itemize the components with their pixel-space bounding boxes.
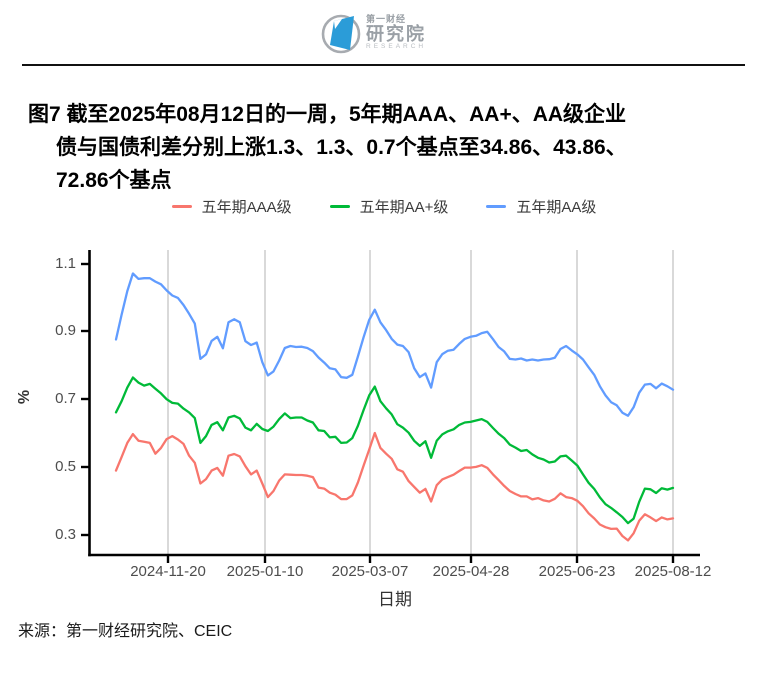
figure-title-line1: 图7 截至2025年08月12日的一周，5年期AAA、AA+、AA级企业 — [28, 103, 627, 126]
x-tick-marks — [166, 555, 675, 563]
y-axis-title: % — [16, 389, 34, 405]
logo-brand-sub: RESEARCH — [366, 42, 427, 50]
x-axis-title: 日期 — [378, 590, 412, 609]
figure-title-line2: 债与国债利差分别上涨1.3、1.3、0.7个基点至34.86、43.86、 — [56, 136, 627, 159]
y-tick-0.7: 0.7 — [55, 390, 76, 407]
y-tick-1.1: 1.1 — [55, 255, 76, 272]
vertical-gridlines — [167, 250, 674, 554]
figure-title: 图7 截至2025年08月12日的一周，5年期AAA、AA+、AA级企业 债与国… — [28, 98, 744, 197]
source-note: 来源：第一财经研究院、CEIC — [18, 623, 233, 640]
legend-swatch-aa-plus — [329, 204, 350, 209]
y-tick-0.5: 0.5 — [55, 458, 76, 475]
legend-label-aaa: 五年期AAA级 — [201, 199, 292, 216]
logo-mark-icon — [321, 14, 361, 54]
legend-label-aa: 五年期AA级 — [516, 199, 597, 216]
x-tick-2025-08-12: 2025-08-12 — [634, 563, 712, 580]
logo-brand-top: 第一财经 — [366, 14, 407, 25]
yicai-research-logo: 第一财经 研究院 RESEARCH — [320, 7, 450, 59]
legend-item-aaa: 五年期AAA级 — [171, 196, 292, 217]
x-tick-2025-01-10: 2025-01-10 — [226, 563, 304, 580]
legend-item-aa-plus: 五年期AA+级 — [329, 196, 449, 217]
logo-text: 第一财经 研究院 RESEARCH — [366, 14, 427, 50]
series-line-aaa — [114, 431, 675, 542]
x-tick-2024-11-20: 2024-11-20 — [130, 563, 206, 580]
x-tick-2025-04-28: 2025-04-28 — [432, 563, 510, 580]
legend-swatch-aaa — [171, 204, 192, 209]
series-line-aa-plus — [114, 376, 675, 525]
legend-label-aa-plus: 五年期AA+级 — [359, 199, 449, 216]
header-divider — [22, 64, 745, 66]
chart-legend: 五年期AAA级 五年期AA+级 五年期AA级 — [0, 196, 768, 217]
series-line-aa — [114, 272, 675, 417]
y-tick-0.3: 0.3 — [55, 526, 76, 543]
figure-title-line3: 72.86个基点 — [56, 169, 172, 192]
x-tick-2025-06-23: 2025-06-23 — [538, 563, 616, 580]
logo-brand-main: 研究院 — [366, 23, 426, 44]
legend-swatch-aa — [486, 204, 507, 209]
y-tick-0.9: 0.9 — [55, 322, 76, 339]
y-tick-marks — [81, 262, 89, 537]
legend-item-aa: 五年期AA级 — [486, 196, 596, 217]
x-tick-2025-03-07: 2025-03-07 — [331, 563, 409, 580]
